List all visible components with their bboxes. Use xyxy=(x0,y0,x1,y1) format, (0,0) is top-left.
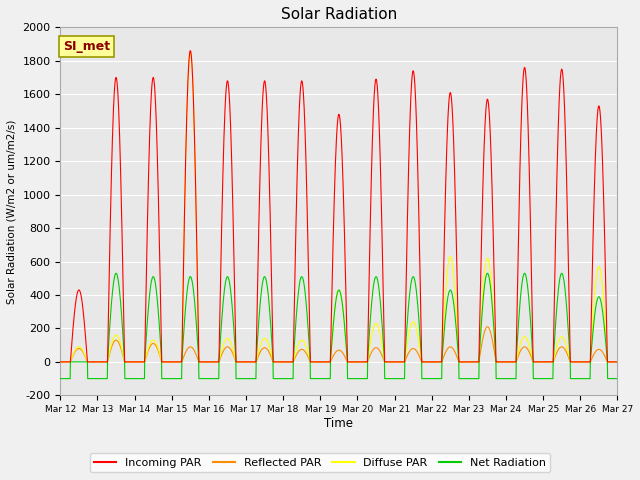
X-axis label: Time: Time xyxy=(324,417,353,430)
Title: Solar Radiation: Solar Radiation xyxy=(281,7,397,22)
Y-axis label: Solar Radiation (W/m2 or um/m2/s): Solar Radiation (W/m2 or um/m2/s) xyxy=(7,119,17,303)
Text: SI_met: SI_met xyxy=(63,40,110,53)
Legend: Incoming PAR, Reflected PAR, Diffuse PAR, Net Radiation: Incoming PAR, Reflected PAR, Diffuse PAR… xyxy=(90,453,550,472)
